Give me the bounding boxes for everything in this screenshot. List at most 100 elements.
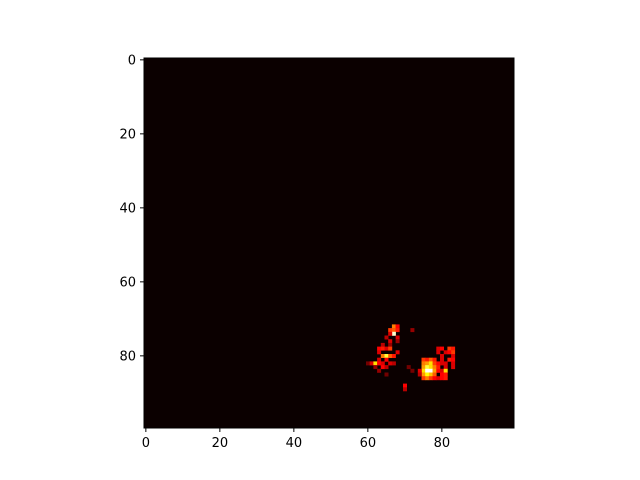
heatmap-cell	[421, 357, 426, 362]
heatmap-cell	[451, 365, 456, 370]
heatmap-cell	[366, 361, 370, 366]
heatmap-cell	[395, 350, 400, 355]
x-tick-label: 0	[142, 436, 150, 451]
heatmap-cell	[432, 361, 437, 366]
heatmap-cell	[388, 354, 393, 358]
heatmap-cell	[447, 357, 452, 362]
heatmap-cell	[428, 361, 433, 366]
heatmap-cell	[440, 346, 444, 351]
heatmap-cell	[428, 372, 433, 377]
y-axis: 0 20 40 60 80	[119, 53, 144, 364]
heatmap-cell	[425, 365, 430, 370]
heatmap-cell	[440, 376, 444, 381]
heatmap-cell	[388, 361, 393, 366]
heatmap-cell	[451, 346, 456, 351]
heatmap-cell	[373, 361, 378, 366]
heatmap-cell	[403, 387, 407, 392]
heatmap-cell	[425, 357, 430, 362]
heatmap-cell	[436, 346, 441, 351]
heatmap-cell	[384, 357, 389, 362]
heatmap-cell	[410, 328, 415, 333]
heatmap-cell	[451, 357, 456, 362]
heatmap-cell	[425, 376, 430, 381]
y-tick-label: 60	[119, 275, 136, 290]
heatmap-background	[144, 58, 514, 428]
heatmap-cell	[391, 324, 396, 329]
heatmap-cell	[377, 368, 382, 373]
heatmap-cell	[377, 361, 382, 366]
heatmap-cell	[388, 339, 393, 344]
heatmap-cell	[377, 357, 382, 362]
heatmap-cell	[451, 350, 456, 355]
heatmap-cell	[440, 354, 444, 358]
heatmap-cell	[380, 354, 385, 358]
heatmap-cells	[366, 324, 456, 392]
heatmap-cell	[443, 361, 448, 366]
heatmap-cell	[451, 354, 456, 358]
heatmap-cell	[443, 350, 448, 355]
heatmap-cell	[436, 365, 441, 370]
heatmap-cell	[384, 335, 389, 340]
heatmap-cell	[436, 368, 441, 373]
heatmap-cell	[380, 365, 385, 370]
heatmap-cell	[380, 342, 385, 347]
heatmap-cell	[391, 328, 396, 333]
heatmap-cell	[417, 372, 422, 377]
heatmap-cell	[421, 365, 426, 370]
heatmap-cell	[440, 368, 444, 373]
heatmap-cell	[380, 361, 385, 366]
x-tick-label: 80	[434, 436, 451, 451]
heatmap-cell	[443, 365, 448, 370]
heatmap-cell	[421, 361, 426, 366]
heatmap-cell	[443, 368, 448, 373]
heatmap-cell	[384, 354, 389, 358]
heatmap-cell	[443, 376, 448, 381]
heatmap-cell	[403, 383, 407, 388]
heatmap-cell	[425, 361, 430, 366]
heatmap-cell	[432, 376, 437, 381]
heatmap-area	[144, 58, 514, 428]
heatmap-cell	[391, 354, 396, 358]
y-tick-label: 20	[119, 127, 136, 142]
heatmap-cell	[395, 335, 400, 340]
heatmap-cell	[440, 357, 444, 362]
heatmap-cell	[425, 368, 430, 373]
heatmap-cell	[384, 346, 389, 351]
heatmap-cell	[395, 328, 400, 333]
heatmap-cell	[421, 368, 426, 373]
heatmap-cell	[436, 376, 441, 381]
heatmap-cell	[432, 372, 437, 377]
heatmap-cell	[432, 365, 437, 370]
heatmap-cell	[425, 372, 430, 377]
heatmap-cell	[428, 376, 433, 381]
heatmap-cell	[377, 346, 382, 351]
x-tick-label: 20	[212, 436, 229, 451]
heatmap-cell	[384, 365, 389, 370]
y-tick-label: 40	[119, 201, 136, 216]
y-tick-label: 0	[128, 53, 136, 68]
heatmap-cell	[436, 361, 441, 366]
heatmap-cell	[417, 368, 422, 373]
heatmap-cell	[384, 372, 389, 377]
heatmap-cell	[428, 368, 433, 373]
heatmap-cell	[451, 361, 456, 366]
heatmap-cell	[436, 350, 441, 355]
heatmap-cell	[369, 361, 374, 366]
heatmap-cell	[421, 376, 426, 381]
heatmap-cell	[377, 350, 382, 355]
heatmap-cell	[432, 357, 437, 362]
heatmap-cell	[428, 357, 433, 362]
heatmap-cell	[388, 328, 393, 333]
heatmap-cell	[410, 368, 415, 373]
heatmap-cell	[388, 342, 393, 347]
heatmap-cell	[406, 365, 411, 370]
heatmap-cell	[447, 350, 452, 355]
heatmap-cell	[432, 368, 437, 373]
heatmap-cell	[440, 372, 444, 377]
heatmap-cell	[428, 365, 433, 370]
heatmap-cell	[391, 361, 396, 366]
heatmap-cell	[421, 372, 426, 377]
plot-frame	[143, 57, 515, 429]
heatmap-cell	[447, 346, 452, 351]
